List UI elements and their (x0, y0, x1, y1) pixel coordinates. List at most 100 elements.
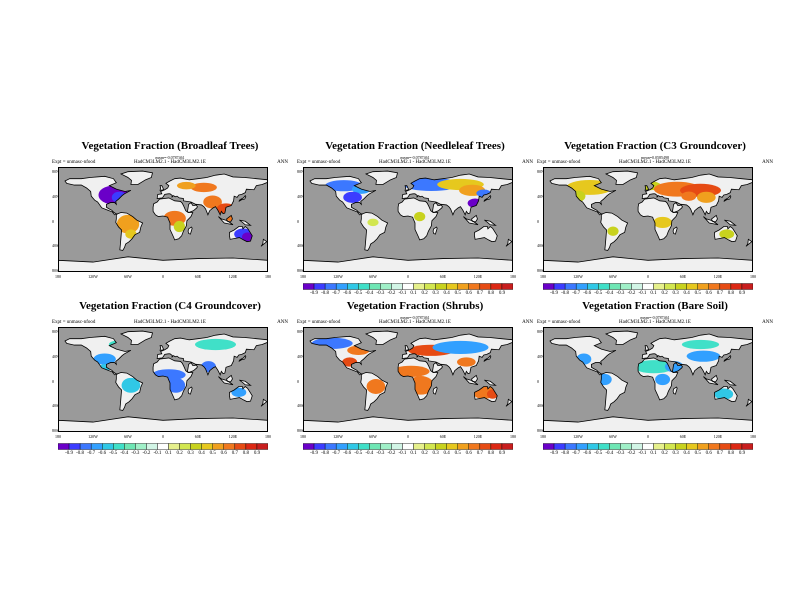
colorbar-swatch (490, 283, 503, 290)
colorbar-swatch (234, 443, 247, 450)
colorbar-swatch (102, 443, 114, 450)
longitude-label: 180 (300, 274, 306, 279)
colorbar-tick-label: 0.9 (738, 451, 746, 456)
coastline (672, 386, 678, 395)
colorbar-swatch (157, 443, 169, 450)
colorbar-tick-label: 0.5 (454, 291, 461, 296)
colorbar-swatch (686, 283, 698, 290)
map-panel: Vegetation Fraction (Bare Soil) mean=-0.0… (535, 300, 775, 456)
colorbar-tick-label: -0.8 (76, 451, 85, 456)
longitude-label: 120W (333, 274, 343, 279)
colorbar-tick-label: -0.3 (376, 451, 385, 456)
model-difference-label: HadCM3LM2.1 - HadCM3LM2.1E (379, 320, 451, 325)
colorbar-swatches (543, 283, 753, 290)
colorbar-swatch (179, 443, 191, 450)
coastline (483, 354, 492, 362)
landmass-new-guinea (484, 220, 496, 226)
coastline (714, 225, 738, 243)
coastline (64, 335, 132, 376)
longitude-label: 60W (609, 434, 617, 439)
landmass-eurasia (402, 334, 513, 375)
colorbar-swatch (564, 283, 577, 290)
latitude-label: 0 (52, 378, 54, 384)
coastline (397, 197, 439, 241)
colorbar-tick-label: 0.1 (165, 451, 172, 456)
anomaly-patch (366, 379, 386, 394)
colorbar-swatch (68, 443, 81, 450)
coastline (115, 212, 144, 251)
longitude-label: 180 (510, 434, 516, 439)
anomaly-patch (432, 340, 489, 354)
anomaly-patch (714, 388, 734, 400)
colorbar-tick-label: -0.3 (131, 451, 140, 456)
colorbar-swatches (543, 443, 753, 450)
landmass-greenland (606, 171, 638, 185)
colorbar-swatch (358, 283, 370, 290)
colorbar-tick-label: 0.3 (672, 291, 679, 296)
coastline (600, 212, 629, 251)
colorbar-swatch (653, 283, 665, 290)
colorbar-tick-label: -0.5 (594, 291, 603, 296)
longitude-label: 120W (88, 274, 98, 279)
map-canvas (543, 327, 753, 432)
longitude-label: 60W (369, 434, 377, 439)
landmass-borneo (711, 375, 718, 382)
landmass-new-guinea (484, 380, 496, 386)
latitude-label: 80N (297, 329, 304, 334)
longitude-label: 180 (750, 434, 756, 439)
coastline (156, 173, 268, 216)
latitude-label: 40S (297, 243, 304, 249)
colorbar-tick-label: 0.3 (432, 451, 439, 456)
coastline (401, 333, 513, 376)
colorbar-swatch (708, 283, 721, 290)
colorbar-swatch (664, 283, 676, 290)
landmass-greenland (606, 331, 638, 345)
latitude-label: 40S (297, 403, 304, 409)
panel-mean-label: mean=0.0585498 (641, 155, 669, 160)
colorbar-swatch (468, 283, 481, 290)
longitude-label: 60E (194, 274, 202, 279)
coastline (404, 345, 410, 351)
colorbar-swatch (380, 443, 392, 450)
colorbar-swatch (620, 283, 632, 290)
colorbar-swatch (730, 283, 743, 290)
colorbar-swatch (358, 443, 370, 450)
colorbar-swatch (402, 283, 414, 290)
colorbar-tick-label: 0.4 (443, 291, 450, 296)
colorbar-swatch (543, 443, 555, 450)
world-map: 80N 40N 0 40S 80S (52, 167, 268, 273)
colorbar-tick-label: 0.7 (716, 291, 723, 296)
colorbar: -0.9 -0.8 -0.7 -0.6 -0.5 -0.4 -0.3 -0.2 -0.1 0.1 0… (543, 283, 753, 296)
landmass-north-america (310, 176, 376, 215)
colorbar-swatch (457, 443, 469, 450)
longitude-label: 0 (162, 434, 164, 439)
anomaly-patch (681, 191, 697, 201)
landmass-uk (645, 345, 649, 351)
model-difference-label: HadCM3LM2.1 - HadCM3LM2.1E (379, 160, 451, 165)
map-canvas (303, 167, 513, 272)
latitude-label: 0 (537, 218, 539, 224)
colorbar-tick-label: 0.9 (253, 451, 261, 456)
longitude-label: 0 (407, 434, 409, 439)
model-difference-label: HadCM3LM2.1 - HadCM3LM2.1E (134, 160, 206, 165)
landmass-indonesia (703, 376, 718, 385)
experiment-label: Expt = unmasc-nfood (537, 320, 581, 325)
colorbar-tick-label: -0.9 (550, 291, 559, 296)
model-difference-label: HadCM3LM2.1 - HadCM3LM2.1E (619, 160, 691, 165)
panel-mean-label: mean=-0.0787461 (400, 315, 430, 320)
colorbar-tick-label: 0.2 (421, 291, 428, 296)
map-panel: Vegetation Fraction (Shrubs) mean=-0.0787… (295, 300, 535, 456)
colorbar-swatch (424, 283, 436, 290)
anomaly-patch (686, 350, 721, 362)
landmass-uk (160, 345, 164, 351)
latitude-label: 0 (52, 218, 54, 224)
colorbar-swatch (335, 443, 348, 450)
landmass-borneo (711, 215, 718, 222)
coastline (723, 194, 732, 202)
colorbar-tick-label: -0.9 (550, 451, 559, 456)
season-label: ANN (762, 320, 773, 325)
coastline (218, 216, 234, 226)
world-map: 80N 40N 0 40S 80S (537, 167, 753, 273)
colorbar-swatch (553, 283, 566, 290)
landmass-antarctica (58, 416, 268, 432)
